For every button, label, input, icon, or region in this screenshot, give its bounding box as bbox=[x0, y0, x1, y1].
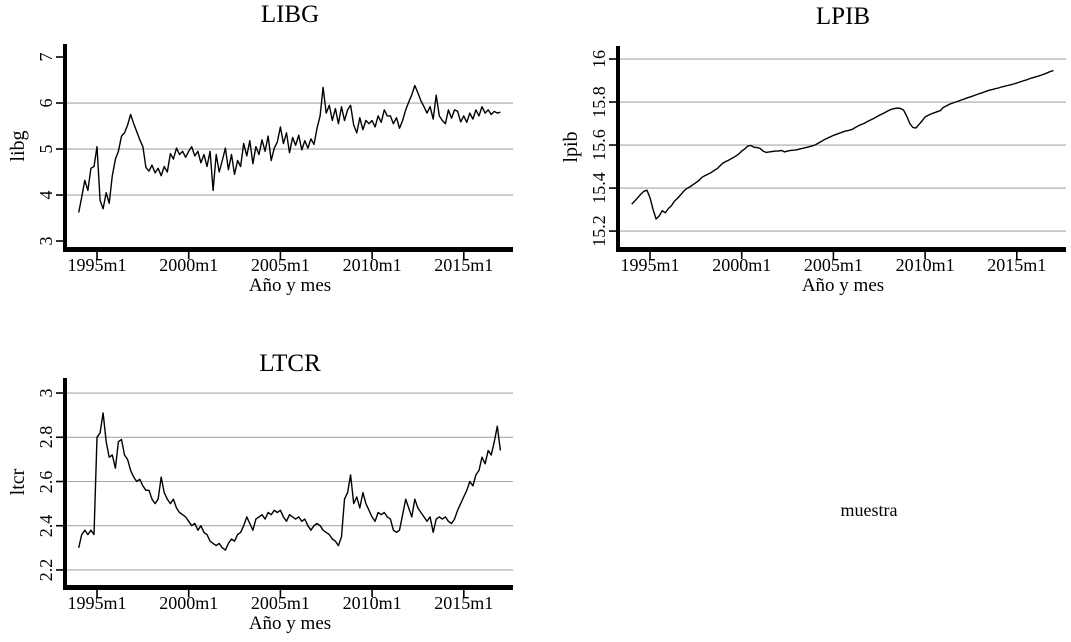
x-tick-label: 2015m1 bbox=[434, 593, 494, 613]
y-tick bbox=[56, 436, 63, 439]
x-axis-title: Año y mes bbox=[248, 613, 332, 634]
x-tick bbox=[96, 252, 98, 259]
x-tick-label: 2010m1 bbox=[342, 255, 402, 275]
y-tick-label: 3 bbox=[36, 388, 56, 398]
x-tick-label: 1995m1 bbox=[67, 255, 127, 275]
x-tick bbox=[463, 590, 465, 597]
x-tick-label: 2015m1 bbox=[987, 255, 1047, 275]
x-tick-label: 2010m1 bbox=[895, 255, 955, 275]
x-tick bbox=[463, 252, 465, 259]
y-tick bbox=[56, 194, 63, 196]
x-tick-label: 2010m1 bbox=[342, 593, 402, 613]
y-tick bbox=[609, 144, 616, 146]
y-axis-line bbox=[616, 46, 620, 252]
y-tick bbox=[56, 392, 63, 394]
x-tick-label: 2005m1 bbox=[803, 255, 863, 275]
x-tick bbox=[371, 590, 373, 597]
x-tick bbox=[649, 252, 651, 259]
y-axis-title: lpib bbox=[560, 130, 582, 163]
y-tick bbox=[609, 101, 616, 103]
x-tick bbox=[740, 252, 743, 259]
x-axis-title: Año y mes bbox=[801, 275, 885, 296]
x-tick-label: 2000m1 bbox=[159, 255, 219, 275]
y-axis-title: ltcr bbox=[7, 468, 29, 495]
x-tick bbox=[924, 252, 926, 259]
y-tick bbox=[56, 102, 63, 104]
y-axis-line bbox=[63, 44, 67, 252]
x-axis-line bbox=[63, 247, 513, 252]
x-tick-label: 1995m1 bbox=[67, 593, 127, 613]
y-tick bbox=[56, 524, 63, 527]
y-tick bbox=[56, 240, 63, 242]
plot-area bbox=[609, 46, 1066, 259]
y-tick bbox=[56, 569, 63, 571]
x-tick-label: 2005m1 bbox=[250, 593, 310, 613]
x-tick bbox=[96, 590, 98, 597]
x-tick-label: 2000m1 bbox=[159, 593, 219, 613]
x-tick-label: 2005m1 bbox=[250, 255, 310, 275]
x-tick bbox=[187, 590, 190, 597]
x-tick-label: 2000m1 bbox=[712, 255, 772, 275]
series-line-lpib bbox=[631, 69, 1054, 220]
y-tick bbox=[56, 148, 63, 150]
x-tick bbox=[1016, 252, 1018, 259]
y-tick bbox=[609, 58, 616, 60]
y-tick bbox=[56, 56, 63, 58]
x-tick bbox=[187, 252, 190, 259]
plot-area bbox=[56, 44, 513, 259]
series-line-ltcr bbox=[78, 412, 502, 551]
x-tick-label: 2015m1 bbox=[434, 255, 494, 275]
chart-title: LTCR bbox=[259, 350, 321, 377]
x-tick bbox=[279, 590, 282, 597]
series-line-libg bbox=[78, 84, 501, 213]
plot-area bbox=[56, 378, 513, 597]
x-tick-label: 1995m1 bbox=[620, 255, 680, 275]
y-tick bbox=[609, 187, 616, 189]
x-tick bbox=[371, 252, 373, 259]
x-axis-line bbox=[616, 247, 1066, 252]
y-tick bbox=[56, 480, 63, 483]
x-axis-title: Año y mes bbox=[248, 275, 332, 296]
y-tick-label: 7 bbox=[36, 52, 56, 62]
x-axis-line bbox=[63, 585, 513, 590]
y-tick bbox=[609, 230, 616, 232]
y-axis-line bbox=[63, 378, 67, 590]
y-tick-label: 16 bbox=[589, 50, 609, 68]
chart-title: LIBG bbox=[260, 1, 320, 28]
chart-title: LPIB bbox=[815, 3, 871, 30]
sample-note: muestra bbox=[840, 500, 898, 520]
x-tick bbox=[832, 252, 835, 259]
x-tick bbox=[279, 252, 282, 259]
y-axis-title: libg bbox=[7, 129, 29, 162]
